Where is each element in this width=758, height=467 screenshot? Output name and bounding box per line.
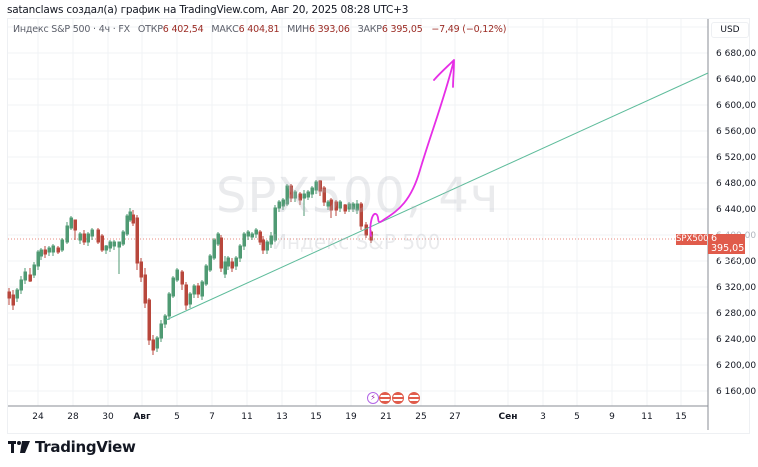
time-tick: 3 <box>540 412 546 422</box>
us-flag-icon[interactable] <box>379 392 391 404</box>
legend-low-label: МИН <box>287 24 310 35</box>
time-tick: 5 <box>174 412 180 422</box>
chart-attribution: satanclaws создал(а) график на TradingVi… <box>7 4 409 16</box>
price-tick: 6 360,00 <box>716 257 757 267</box>
legend-change: −7,49 (−0,12%) <box>431 24 507 35</box>
legend-open-value: 6 402,54 <box>162 24 204 35</box>
us-flag-icon[interactable] <box>408 392 420 404</box>
time-tick: 25 <box>415 412 427 422</box>
price-tick: 6 520,00 <box>716 153 757 163</box>
legend-symbol: Индекс S&P 500 · 4ч · FX <box>13 24 130 35</box>
time-tick: 5 <box>574 412 580 422</box>
price-tick: 6 160,00 <box>716 387 757 397</box>
legend-low-value: 6 393,06 <box>309 24 350 35</box>
price-tick: 6 240,00 <box>716 335 757 345</box>
price-tick: 6 320,00 <box>716 283 757 293</box>
time-tick-month: Авг <box>133 412 151 422</box>
time-tick: 7 <box>209 412 215 422</box>
trendline <box>165 72 709 321</box>
currency-button[interactable]: USD <box>711 22 749 38</box>
time-tick: 27 <box>449 412 461 422</box>
flash-icon[interactable]: ⚡ <box>367 392 379 404</box>
legend-close-value: 6 395,05 <box>381 24 423 35</box>
price-tick: 6 200,00 <box>716 361 757 371</box>
tradingview-logo[interactable]: TradingView <box>8 438 136 456</box>
legend-close-label: ЗАКР <box>357 24 382 35</box>
time-tick: 11 <box>641 412 653 422</box>
time-tick: 21 <box>380 412 392 422</box>
time-tick-month: Сен <box>498 412 518 422</box>
tradingview-logo-text: TradingView <box>35 438 136 456</box>
time-tick: 15 <box>675 412 687 422</box>
time-tick: 28 <box>67 412 79 422</box>
price-tick: 6 600,00 <box>716 101 757 111</box>
price-tick: 6 280,00 <box>716 309 757 319</box>
legend-open-label: ОТКР <box>137 24 163 35</box>
time-tick: 13 <box>276 412 288 422</box>
tradingview-logo-icon <box>8 441 30 453</box>
time-tick: 30 <box>102 412 114 422</box>
series-legend: Индекс S&P 500 · 4ч · FX ОТКР6 402,54 МА… <box>13 24 506 35</box>
price-tick: 6 560,00 <box>716 127 757 137</box>
chart-frame <box>7 18 750 434</box>
price-tick: 6 640,00 <box>716 75 757 85</box>
time-tick: 15 <box>310 412 322 422</box>
legend-high-value: 6 404,81 <box>238 24 280 35</box>
time-tick: 9 <box>609 412 615 422</box>
price-tick: 6 480,00 <box>716 179 757 189</box>
legend-high-label: МАКС <box>211 24 239 35</box>
watermark-description: Индекс S&P 500 <box>272 230 441 254</box>
us-flag-icon[interactable] <box>392 392 404 404</box>
bar-countdown: 31:31 <box>711 253 739 264</box>
freehand-arrow-drawing <box>369 59 455 237</box>
last-price-value: 6 395,05 <box>711 233 745 254</box>
symbol-price-label: SPX500 <box>676 234 709 245</box>
time-tick: 24 <box>32 412 44 422</box>
time-tick: 19 <box>345 412 357 422</box>
time-tick: 11 <box>241 412 253 422</box>
candles <box>7 180 373 355</box>
watermark-symbol: SPX500, 4ч <box>216 168 500 224</box>
last-price-label: 6 395,05 31:31 <box>708 233 745 264</box>
price-tick: 6 680,00 <box>716 49 757 59</box>
price-tick: 6 440,00 <box>716 205 757 215</box>
